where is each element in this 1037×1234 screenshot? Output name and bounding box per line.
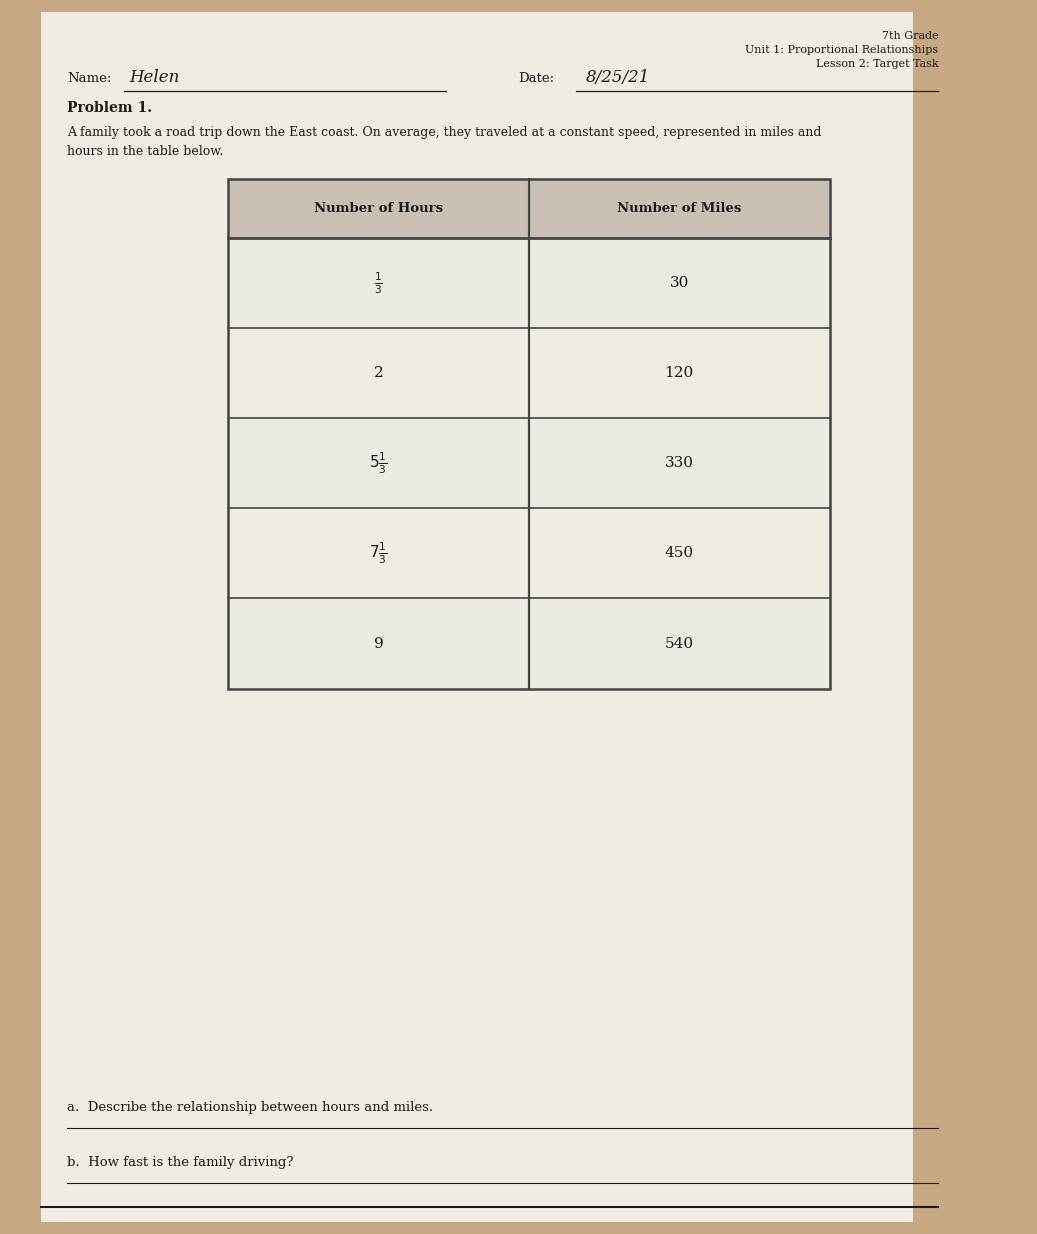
Text: 540: 540: [665, 637, 694, 650]
Text: $5\frac{1}{3}$: $5\frac{1}{3}$: [369, 450, 388, 476]
Text: 450: 450: [665, 547, 694, 560]
Text: 120: 120: [665, 366, 694, 380]
Text: 9: 9: [373, 637, 384, 650]
Text: $7\frac{1}{3}$: $7\frac{1}{3}$: [369, 540, 388, 566]
Bar: [228, 179, 830, 689]
Text: Helen: Helen: [130, 69, 180, 86]
Bar: [228, 179, 830, 238]
Text: Name:: Name:: [67, 72, 112, 85]
Bar: [228, 418, 830, 508]
Text: A family took a road trip down the East coast. On average, they traveled at a co: A family took a road trip down the East …: [67, 126, 822, 158]
Text: Number of Miles: Number of Miles: [617, 202, 741, 215]
Text: 30: 30: [670, 276, 689, 290]
Text: 2: 2: [373, 366, 384, 380]
Bar: [228, 179, 830, 689]
Bar: [228, 598, 830, 689]
Text: Date:: Date:: [518, 72, 555, 85]
Text: b.  How fast is the family driving?: b. How fast is the family driving?: [67, 1156, 293, 1170]
Text: Number of Hours: Number of Hours: [314, 202, 443, 215]
Bar: [228, 238, 830, 328]
Text: $\frac{1}{3}$: $\frac{1}{3}$: [374, 270, 383, 296]
Text: 8/25/21: 8/25/21: [586, 69, 650, 86]
Text: 7th Grade
Unit 1: Proportional Relationships
Lesson 2: Target Task: 7th Grade Unit 1: Proportional Relations…: [746, 31, 938, 69]
Text: a.  Describe the relationship between hours and miles.: a. Describe the relationship between hou…: [67, 1101, 433, 1114]
Text: Problem 1.: Problem 1.: [67, 101, 152, 115]
Bar: [41, 12, 913, 1222]
Text: 330: 330: [665, 457, 694, 470]
